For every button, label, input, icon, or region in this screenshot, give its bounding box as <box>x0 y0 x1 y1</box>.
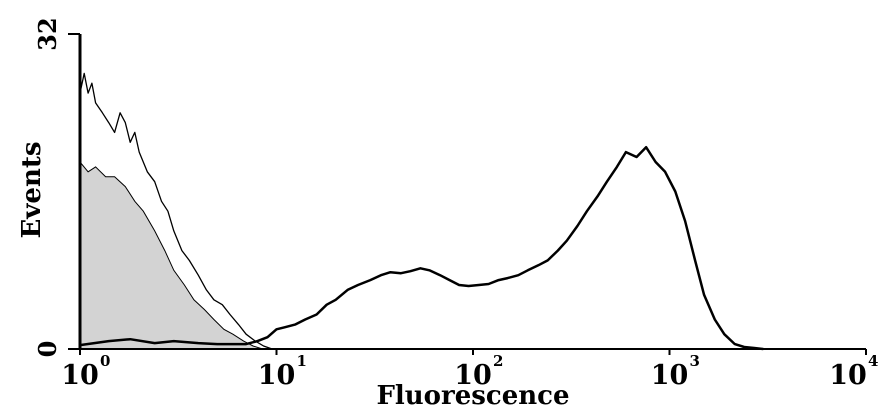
y-tick-labels: 0 32 <box>33 17 80 357</box>
x-tick-label-4: 10 <box>829 360 867 391</box>
x-tick-exponent-4: 4 <box>868 352 878 370</box>
series-2-thick-outline-line <box>79 145 764 351</box>
axes <box>78 34 866 350</box>
y-tick-label-0: 0 <box>33 341 62 358</box>
y-axis-title: Events <box>17 141 47 238</box>
x-tick-labels: 10 0 10 1 10 2 10 3 10 4 <box>61 349 878 391</box>
x-tick-exponent-0: 0 <box>100 352 110 370</box>
series-0-gray-filled-area <box>79 160 263 350</box>
y-tick-label-1: 32 <box>33 17 62 50</box>
x-tick-label-2: 10 <box>454 360 492 391</box>
x-tick-exponent-2: 2 <box>493 352 503 370</box>
x-tick-label-3: 10 <box>651 360 689 391</box>
plot-area <box>79 72 764 351</box>
x-tick-exponent-3: 3 <box>690 352 700 370</box>
x-tick-exponent-1: 1 <box>297 352 307 370</box>
x-tick-label-0: 10 <box>61 360 99 391</box>
x-tick-label-1: 10 <box>258 360 296 391</box>
series-1-thin-outline-line <box>79 72 273 350</box>
x-axis-title: Fluorescence <box>376 381 569 410</box>
